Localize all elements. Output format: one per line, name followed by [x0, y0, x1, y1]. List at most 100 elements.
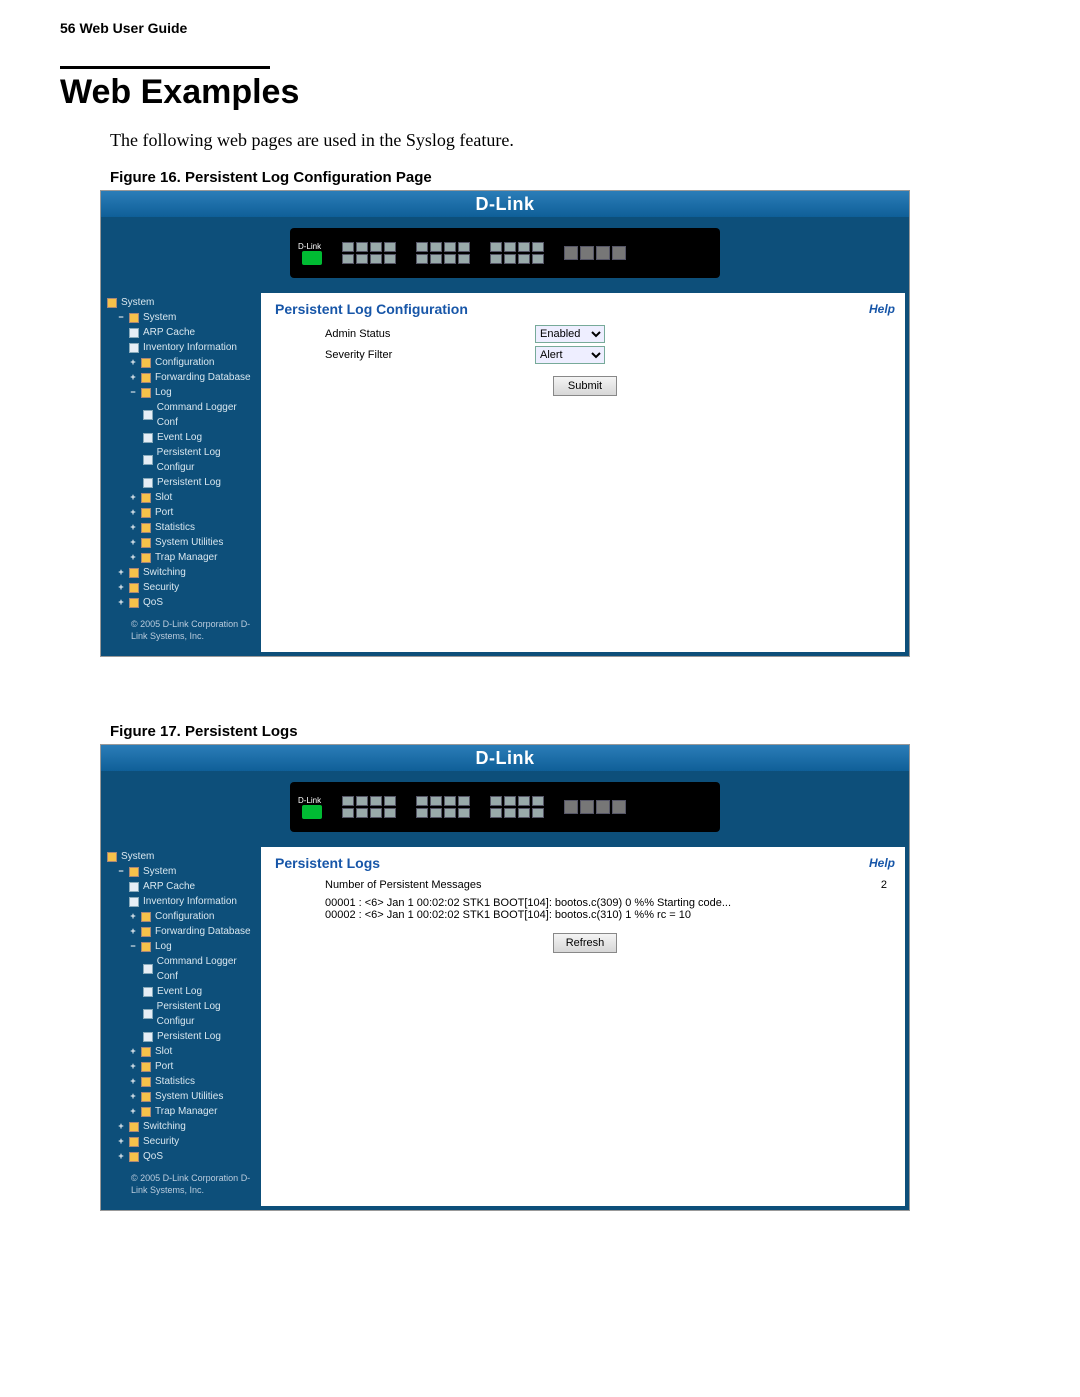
submit-button[interactable]: Submit	[553, 376, 617, 396]
nav-statistics[interactable]: +Statistics	[107, 520, 257, 535]
folder-icon	[141, 373, 151, 383]
nav-root[interactable]: System	[107, 849, 257, 864]
device-label: D-Link	[298, 796, 322, 805]
msg-count-value: 2	[865, 879, 895, 891]
folder-icon	[129, 583, 139, 593]
nav-statistics[interactable]: +Statistics	[107, 1074, 257, 1089]
sidebar-copyright: © 2005 D-Link Corporation D-Link Systems…	[107, 1172, 257, 1196]
folder-icon	[141, 388, 151, 398]
nav-event-log[interactable]: Event Log	[107, 984, 257, 999]
nav-arp-cache[interactable]: ARP Cache	[107, 325, 257, 340]
nav-sidebar: System −System ARP Cache Inventory Infor…	[101, 843, 261, 1210]
page-icon	[143, 455, 153, 465]
h1-rule	[60, 66, 270, 69]
folder-icon	[141, 1062, 151, 1072]
nav-trap-manager[interactable]: +Trap Manager	[107, 550, 257, 565]
refresh-button[interactable]: Refresh	[553, 933, 617, 953]
page-icon	[129, 897, 139, 907]
folder-icon	[107, 298, 117, 308]
nav-inventory[interactable]: Inventory Information	[107, 894, 257, 909]
nav-log[interactable]: −Log	[107, 385, 257, 400]
nav-persistent-log[interactable]: Persistent Log	[107, 1029, 257, 1044]
port-group	[490, 242, 544, 264]
page-icon	[143, 1009, 153, 1019]
nav-cmd-logger[interactable]: Command Logger Conf	[107, 400, 257, 430]
admin-status-select[interactable]: Enabled	[535, 325, 605, 343]
nav-root[interactable]: System	[107, 295, 257, 310]
nav-persistent-log-config[interactable]: Persistent Log Configur	[107, 999, 257, 1029]
nav-slot[interactable]: +Slot	[107, 1044, 257, 1059]
nav-slot[interactable]: +Slot	[107, 490, 257, 505]
severity-filter-label: Severity Filter	[325, 349, 535, 361]
device-graphic: D-Link	[290, 228, 720, 278]
nav-system[interactable]: −System	[107, 310, 257, 325]
folder-icon	[107, 852, 117, 862]
nav-configuration[interactable]: +Configuration	[107, 355, 257, 370]
device-led	[302, 805, 322, 819]
page-icon	[129, 882, 139, 892]
folder-icon	[129, 1152, 139, 1162]
page-icon	[143, 478, 153, 488]
help-link[interactable]: Help	[869, 302, 895, 316]
folder-icon	[129, 313, 139, 323]
screenshot-persistent-logs: D-Link D-Link	[100, 744, 910, 1211]
port-group	[342, 796, 396, 818]
nav-system[interactable]: −System	[107, 864, 257, 879]
sidebar-copyright: © 2005 D-Link Corporation D-Link Systems…	[107, 618, 257, 642]
severity-filter-select[interactable]: Alert	[535, 346, 605, 364]
port-group	[342, 242, 396, 264]
nav-port[interactable]: +Port	[107, 505, 257, 520]
folder-icon	[141, 553, 151, 563]
device-led	[302, 251, 322, 265]
port-group	[416, 796, 470, 818]
page-icon	[143, 410, 153, 420]
nav-security[interactable]: +Security	[107, 1134, 257, 1149]
nav-sys-utilities[interactable]: +System Utilities	[107, 1089, 257, 1104]
folder-icon	[141, 508, 151, 518]
page-icon	[143, 1032, 153, 1042]
nav-sys-utilities[interactable]: +System Utilities	[107, 535, 257, 550]
folder-icon	[141, 358, 151, 368]
nav-arp-cache[interactable]: ARP Cache	[107, 879, 257, 894]
nav-fdb[interactable]: +Forwarding Database	[107, 924, 257, 939]
nav-log[interactable]: −Log	[107, 939, 257, 954]
nav-fdb[interactable]: +Forwarding Database	[107, 370, 257, 385]
folder-icon	[141, 523, 151, 533]
nav-persistent-log-config[interactable]: Persistent Log Configur	[107, 445, 257, 475]
page-header: 56 Web User Guide	[60, 20, 1020, 36]
folder-icon	[129, 1122, 139, 1132]
nav-qos[interactable]: +QoS	[107, 595, 257, 610]
content-panel-logs: Persistent Logs Help Number of Persisten…	[261, 847, 905, 1206]
help-link[interactable]: Help	[869, 856, 895, 870]
screenshot-persistent-log-config: D-Link D-Link	[100, 190, 910, 657]
nav-cmd-logger[interactable]: Command Logger Conf	[107, 954, 257, 984]
nav-trap-manager[interactable]: +Trap Manager	[107, 1104, 257, 1119]
figure17-caption: Figure 17. Persistent Logs	[110, 723, 1020, 740]
nav-persistent-log[interactable]: Persistent Log	[107, 475, 257, 490]
port-group	[564, 800, 626, 814]
nav-switching[interactable]: +Switching	[107, 1119, 257, 1134]
nav-inventory[interactable]: Inventory Information	[107, 340, 257, 355]
nav-qos[interactable]: +QoS	[107, 1149, 257, 1164]
folder-icon	[129, 568, 139, 578]
folder-icon	[141, 1107, 151, 1117]
folder-icon	[129, 598, 139, 608]
nav-configuration[interactable]: +Configuration	[107, 909, 257, 924]
nav-port[interactable]: +Port	[107, 1059, 257, 1074]
folder-icon	[129, 867, 139, 877]
content-panel-config: Persistent Log Configuration Help Admin …	[261, 293, 905, 652]
intro-text: The following web pages are used in the …	[110, 130, 1020, 151]
nav-security[interactable]: +Security	[107, 580, 257, 595]
nav-event-log[interactable]: Event Log	[107, 430, 257, 445]
page-icon	[143, 433, 153, 443]
device-label: D-Link	[298, 242, 322, 251]
page-title: Web Examples	[60, 73, 1020, 112]
panel-title: Persistent Log Configuration	[275, 301, 468, 317]
nav-switching[interactable]: +Switching	[107, 565, 257, 580]
page-icon	[143, 987, 153, 997]
panel-title: Persistent Logs	[275, 855, 380, 871]
msg-count-label: Number of Persistent Messages	[325, 879, 865, 891]
page-icon	[129, 328, 139, 338]
port-group	[490, 796, 544, 818]
folder-icon	[141, 927, 151, 937]
